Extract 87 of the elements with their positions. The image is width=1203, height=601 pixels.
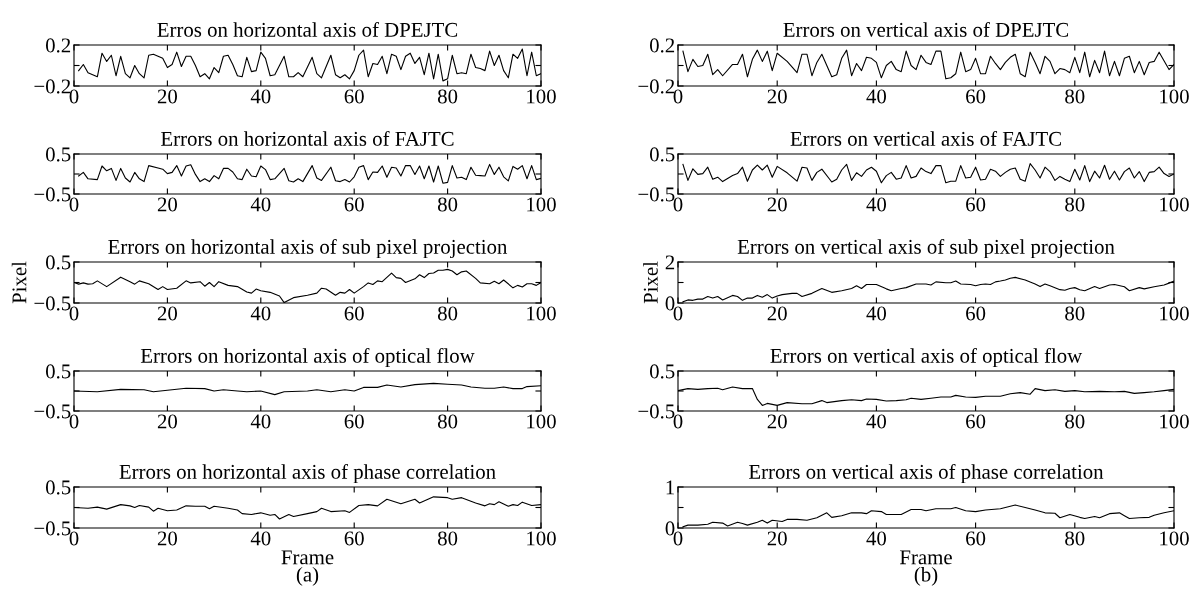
y-tick-label: 0.2 xyxy=(649,38,675,53)
x-axis-title: Frame xyxy=(281,550,334,565)
x-tick-label: 60 xyxy=(966,306,986,321)
x-tick-label: 20 xyxy=(767,306,787,321)
x-tick-label: 60 xyxy=(966,414,986,429)
x-tick-label: 80 xyxy=(437,197,458,212)
x-tick-label: 60 xyxy=(344,414,364,429)
x-tick-label: 100 xyxy=(527,197,556,212)
y-tick-label: −0.5 xyxy=(34,187,71,202)
chart-title: Errors on vertical axis of phase correlation xyxy=(749,464,1104,484)
chart-title: Erros on horizontal axis of DPEJTC xyxy=(157,22,458,37)
y-tick-label: 0.2 xyxy=(45,38,71,53)
x-tick-label: 100 xyxy=(527,531,556,546)
x-tick-label: 40 xyxy=(866,531,887,546)
text: (b) xyxy=(914,566,938,586)
x-tick-label: 20 xyxy=(157,531,178,546)
x-tick-label: 20 xyxy=(157,414,178,429)
x-tick-label: 80 xyxy=(1065,306,1085,321)
chart-title: Errors on vertical axis of optical flow xyxy=(770,348,1083,368)
x-axis-title: Frame xyxy=(899,550,952,565)
y-tick-label: 0.5 xyxy=(649,364,675,379)
x-tick-label: 100 xyxy=(1160,89,1189,104)
x-tick-label: 100 xyxy=(1160,306,1189,321)
line-series xyxy=(78,48,541,82)
y-tick-label: −0.5 xyxy=(34,521,71,536)
x-tick-label: 60 xyxy=(344,89,364,104)
x-tick-label: 20 xyxy=(157,89,178,104)
chart-title: Errors on vertical axis of FAJTC xyxy=(790,131,1061,146)
x-tick-label: 60 xyxy=(344,306,364,321)
x-tick-label: 20 xyxy=(157,197,178,212)
x-tick-label: 60 xyxy=(344,197,364,212)
x-tick-label: 40 xyxy=(866,414,887,429)
x-tick-label: 80 xyxy=(437,531,458,546)
y-axis-title: Pixel xyxy=(643,261,658,304)
x-tick-label: 80 xyxy=(1065,414,1085,429)
x-tick-label: 60 xyxy=(966,89,986,104)
y-tick-label: 1 xyxy=(666,480,674,495)
x-tick-label: 60 xyxy=(966,531,986,546)
y-tick-label: 0 xyxy=(665,521,675,536)
y-tick-label: −0.5 xyxy=(34,404,71,419)
x-tick-label: 80 xyxy=(437,306,458,321)
x-tick-label: 80 xyxy=(1065,531,1085,546)
y-tick-label: 2 xyxy=(665,255,675,270)
chart-title: Errors on vertical axis of sub pixel projection xyxy=(737,239,1115,259)
x-tick-label: 20 xyxy=(767,197,787,212)
x-tick-label: 80 xyxy=(1065,197,1085,212)
x-tick-label: 40 xyxy=(250,306,271,321)
x-tick-label: 40 xyxy=(250,414,271,429)
text: (a) xyxy=(296,566,319,586)
x-tick-label: 100 xyxy=(1160,414,1189,429)
x-tick-label: 80 xyxy=(1065,89,1085,104)
x-tick-label: 100 xyxy=(527,414,556,429)
x-tick-label: 100 xyxy=(527,306,556,321)
y-tick-label: 0.5 xyxy=(45,480,71,495)
x-tick-label: 60 xyxy=(966,197,986,212)
y-tick-label: −0.2 xyxy=(638,79,675,94)
chart-title: Errors on vertical axis of DPEJTC xyxy=(783,22,1069,37)
y-axis-title: Pixel xyxy=(11,261,27,304)
x-tick-label: 100 xyxy=(1160,197,1189,212)
x-tick-label: 20 xyxy=(767,414,787,429)
x-tick-label: 40 xyxy=(250,89,271,104)
y-tick-label: 0.5 xyxy=(45,255,71,270)
y-tick-label: 0.5 xyxy=(45,147,71,162)
x-tick-label: 80 xyxy=(437,414,458,429)
y-tick-label: −0.5 xyxy=(34,296,71,311)
x-tick-label: 40 xyxy=(250,197,271,212)
x-tick-label: 100 xyxy=(1160,531,1189,546)
x-tick-label: 80 xyxy=(437,89,458,104)
x-tick-label: 20 xyxy=(767,89,787,104)
y-tick-label: 0 xyxy=(665,296,675,311)
y-tick-label: −0.2 xyxy=(34,79,71,94)
y-tick-label: −0.5 xyxy=(638,404,675,419)
y-tick-label: 0.5 xyxy=(45,364,71,379)
x-tick-label: 100 xyxy=(527,89,556,104)
x-tick-label: 20 xyxy=(157,306,178,321)
chart-title: Errors on horizontal axis of sub pixel projection xyxy=(108,239,508,259)
y-tick-label: −0.5 xyxy=(638,187,675,202)
y-tick-label: 0.5 xyxy=(649,147,675,162)
chart-title: Errors on horizontal axis of FAJTC xyxy=(161,131,454,146)
x-tick-label: 20 xyxy=(767,531,787,546)
x-tick-label: 40 xyxy=(866,89,887,104)
x-tick-label: 40 xyxy=(866,197,887,212)
x-tick-label: 60 xyxy=(344,531,364,546)
chart-title: Errors on horizontal axis of optical flow xyxy=(140,348,475,368)
x-tick-label: 40 xyxy=(250,531,271,546)
chart-title: Errors on horizontal axis of phase correlation xyxy=(119,464,496,484)
x-tick-label: 40 xyxy=(866,306,887,321)
